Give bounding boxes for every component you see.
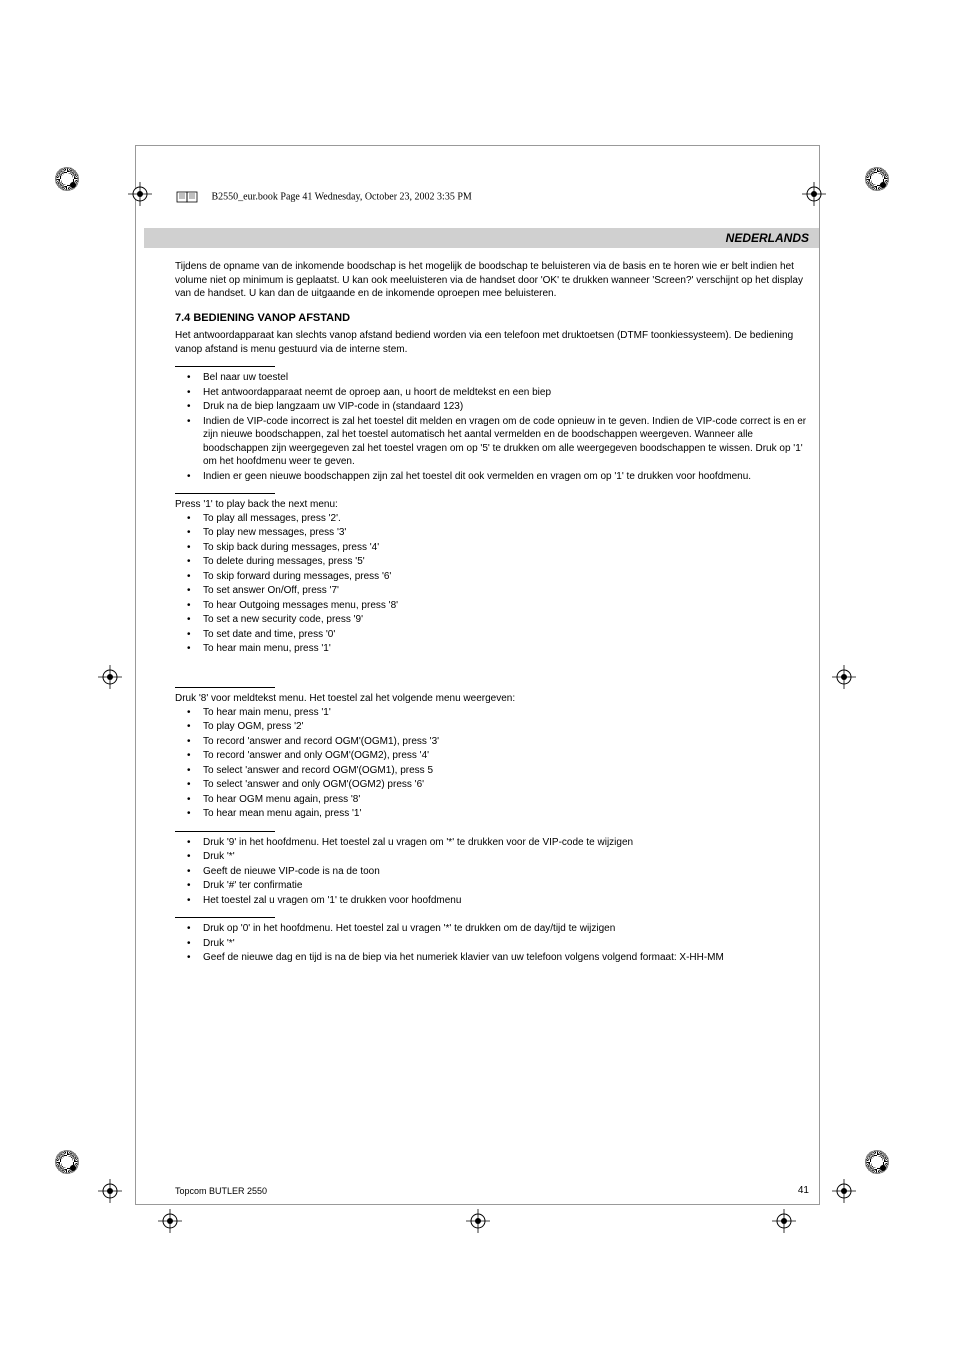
list-item: Druk '#' ter confirmatie	[175, 879, 815, 893]
list-item: To hear mean menu again, press '1'	[175, 807, 815, 821]
list-item: To set a new security code, press '9'	[175, 613, 815, 627]
registration-mark-icon	[865, 1150, 899, 1184]
list-item: To set date and time, press '0'	[175, 628, 815, 642]
list-item: To hear main menu, press '1'	[175, 642, 815, 656]
block2-lead: Press '1' to play back the next menu:	[175, 498, 815, 512]
crosshair-icon	[158, 1209, 182, 1233]
crosshair-icon	[832, 1179, 856, 1203]
crosshair-icon	[128, 182, 152, 206]
list-item: To select 'answer and only OGM'(OGM2) pr…	[175, 778, 815, 792]
list-item: To select 'answer and record OGM'(OGM1),…	[175, 764, 815, 778]
list-item: To record 'answer and record OGM'(OGM1),…	[175, 735, 815, 749]
list-item: Druk op '0' in het hoofdmenu. Het toeste…	[175, 922, 815, 936]
book-icon	[175, 190, 205, 204]
registration-mark-icon	[55, 167, 89, 201]
footer-product: Topcom BUTLER 2550	[175, 1186, 267, 1196]
divider	[175, 831, 275, 832]
list-item: To hear OGM menu again, press '8'	[175, 793, 815, 807]
list-item: Bel naar uw toestel	[175, 371, 815, 385]
list-item: Druk '9' in het hoofdmenu. Het toestel z…	[175, 836, 815, 850]
bullet-list-4: Druk '9' in het hoofdmenu. Het toestel z…	[175, 836, 815, 908]
list-item: To play new messages, press '3'	[175, 526, 815, 540]
list-item: Indien de VIP-code incorrect is zal het …	[175, 415, 815, 469]
registration-mark-icon	[55, 1150, 89, 1184]
list-item: Geef de nieuwe dag en tijd is na de biep…	[175, 951, 815, 965]
list-item: Indien er geen nieuwe boodschappen zijn …	[175, 470, 815, 484]
list-item: To hear main menu, press '1'	[175, 706, 815, 720]
divider	[175, 917, 275, 918]
language-label: NEDERLANDS	[726, 231, 809, 245]
intro-paragraph: Tijdens de opname van de inkomende boods…	[175, 260, 815, 301]
crosshair-icon	[802, 182, 826, 206]
bullet-list-2: To play all messages, press '2'. To play…	[175, 512, 815, 656]
bullet-list-5: Druk op '0' in het hoofdmenu. Het toeste…	[175, 922, 815, 965]
bullet-list-3: To hear main menu, press '1' To play OGM…	[175, 706, 815, 821]
list-item: Druk '*'	[175, 850, 815, 864]
list-item: To skip forward during messages, press '…	[175, 570, 815, 584]
list-item: Geeft de nieuwe VIP-code is na de toon	[175, 865, 815, 879]
crosshair-icon	[832, 665, 856, 689]
section-7-4-title: 7.4 BEDIENING VANOP AFSTAND	[175, 311, 815, 326]
header-text: B2550_eur.book Page 41 Wednesday, Octobe…	[212, 191, 472, 202]
page-number: 41	[798, 1185, 809, 1196]
divider	[175, 493, 275, 494]
divider	[175, 687, 275, 688]
divider	[175, 366, 275, 367]
crosshair-icon	[98, 665, 122, 689]
list-item: To play all messages, press '2'.	[175, 512, 815, 526]
crosshair-icon	[98, 1179, 122, 1203]
list-item: Druk na de biep langzaam uw VIP-code in …	[175, 400, 815, 414]
list-item: Het antwoordapparaat neemt de oproep aan…	[175, 386, 815, 400]
registration-mark-icon	[865, 167, 899, 201]
list-item: To skip back during messages, press '4'	[175, 541, 815, 555]
crosshair-icon	[466, 1209, 490, 1233]
crosshair-icon	[772, 1209, 796, 1233]
language-bar: NEDERLANDS	[144, 228, 819, 248]
bullet-list-1: Bel naar uw toestel Het antwoordapparaat…	[175, 371, 815, 483]
list-item: To hear Outgoing messages menu, press '8…	[175, 599, 815, 613]
block3-lead: Druk '8' voor meldtekst menu. Het toeste…	[175, 692, 815, 706]
section-7-4-para: Het antwoordapparaat kan slechts vanop a…	[175, 329, 815, 356]
list-item: Het toestel zal u vragen om '1' te drukk…	[175, 894, 815, 908]
document-content: Tijdens de opname van de inkomende boods…	[175, 260, 815, 973]
running-head: B2550_eur.book Page 41 Wednesday, Octobe…	[175, 190, 472, 204]
list-item: To play OGM, press '2'	[175, 720, 815, 734]
list-item: Druk '*'	[175, 937, 815, 951]
list-item: To delete during messages, press '5'	[175, 555, 815, 569]
list-item: To record 'answer and only OGM'(OGM2), p…	[175, 749, 815, 763]
list-item: To set answer On/Off, press '7'	[175, 584, 815, 598]
